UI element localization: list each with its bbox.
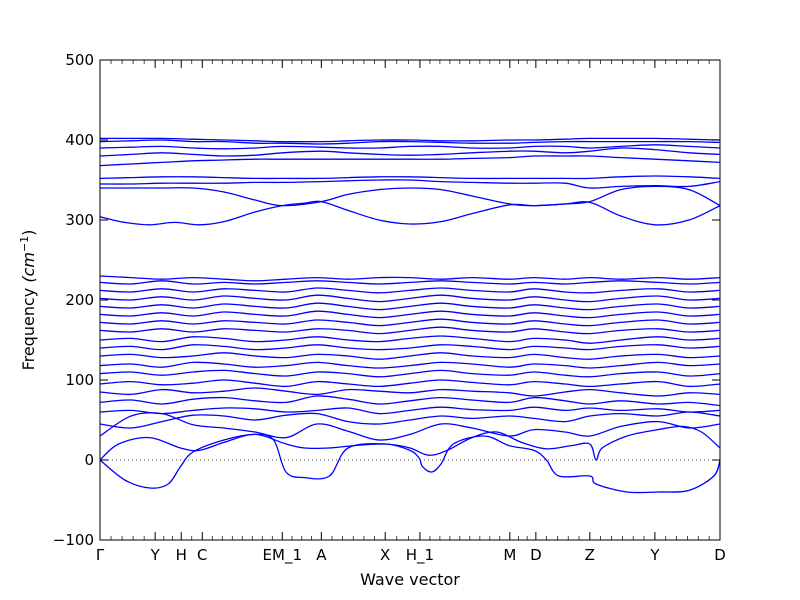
x-tick-label: C [197, 546, 207, 564]
band-line-9 [100, 369, 720, 378]
band-line-3 [100, 412, 720, 441]
band-line-1 [100, 433, 720, 494]
band-line-25 [100, 175, 720, 180]
x-tick-label: M [503, 546, 516, 564]
band-line-7 [100, 387, 720, 397]
band-lines [100, 137, 720, 494]
band-line-19 [100, 287, 720, 294]
x-tick-label: H [176, 546, 187, 564]
band-line-23 [100, 185, 720, 207]
band-line-12 [100, 344, 720, 351]
band-line-8 [100, 379, 720, 388]
y-tick-label: 300 [65, 211, 94, 229]
y-tick-label: 500 [65, 51, 94, 69]
band-line-6 [100, 395, 720, 407]
band-line-15 [100, 318, 720, 327]
band-line-13 [100, 335, 720, 344]
x-tick-label: EM_1 [263, 546, 302, 565]
x-tick-label: A [316, 546, 327, 564]
band-line-18 [100, 294, 720, 303]
band-line-2 [100, 425, 720, 461]
band-line-10 [100, 361, 720, 369]
band-line-20 [100, 280, 720, 285]
y-tick-label: 100 [65, 371, 94, 389]
y-tick-label: 400 [65, 131, 94, 149]
band-line-27 [100, 147, 720, 157]
y-ticks: −100 0 100 200 300 400 500 [53, 51, 720, 549]
x-ticks: Γ Y H C EM_1 A X H_1 M D Z Y D [96, 60, 726, 565]
x-tick-label: Γ [96, 546, 105, 564]
band-line-28 [100, 144, 720, 150]
y-tick-label: −100 [53, 531, 94, 549]
band-line-5 [100, 406, 720, 415]
band-line-14 [100, 326, 720, 335]
x-tick-label: D [530, 546, 542, 564]
x-tick-label: H_1 [406, 546, 434, 565]
x-tick-label: D [714, 546, 726, 564]
band-line-21 [100, 275, 720, 282]
x-axis-label: Wave vector [360, 570, 460, 589]
x-tick-label: X [380, 546, 390, 564]
band-line-16 [100, 310, 720, 319]
plot-frame [99, 59, 721, 541]
band-line-30 [100, 137, 720, 143]
band-line-17 [100, 302, 720, 311]
y-axis-label: Frequency (cm−1) [18, 230, 38, 371]
x-tick-label: Y [150, 546, 161, 564]
band-line-22 [100, 200, 720, 226]
y-tick-label: 0 [84, 451, 94, 469]
band-line-26 [100, 155, 720, 167]
x-tick-label: Z [585, 546, 595, 564]
band-line-24 [100, 179, 720, 189]
y-tick-label: 200 [65, 291, 94, 309]
band-line-11 [100, 352, 720, 360]
band-line-4 [100, 411, 720, 429]
band-line-29 [100, 139, 720, 145]
x-tick-label: Y [649, 546, 660, 564]
